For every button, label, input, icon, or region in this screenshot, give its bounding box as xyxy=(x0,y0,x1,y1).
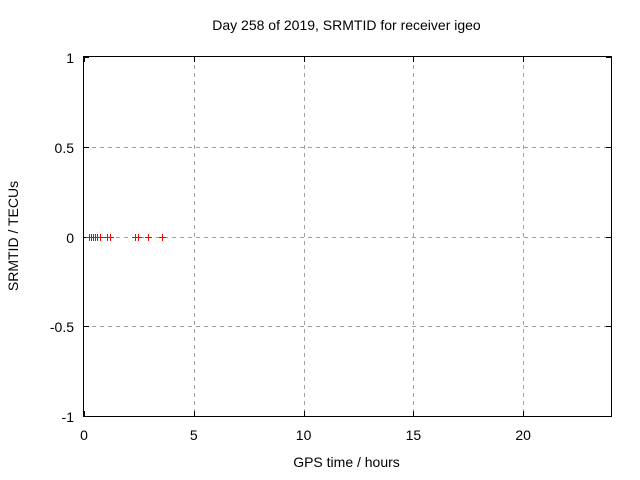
y-tick-mark-left xyxy=(84,326,89,328)
data-point-marker xyxy=(145,233,153,241)
y-tick-mark-right xyxy=(606,416,611,417)
x-axis-title: GPS time / hours xyxy=(293,454,400,470)
y-tick-mark-right xyxy=(606,146,611,148)
y-axis-title: SRMTID / TECUs xyxy=(2,57,24,415)
y-tick-mark-right xyxy=(606,236,611,238)
x-tick-mark-bottom xyxy=(413,411,415,416)
data-point-marker xyxy=(159,233,167,241)
plot-area: 0 5 10 15 20 1 0.5 0 -0.5 -1 xyxy=(50,50,612,443)
x-tick-mark-top xyxy=(413,57,415,62)
y-tick-mark-right xyxy=(606,326,611,328)
x-tick-mark-top xyxy=(193,57,195,62)
y-gridline xyxy=(84,326,611,328)
y-tick-mark-right xyxy=(606,57,611,58)
x-tick-mark-top xyxy=(84,57,85,62)
y-tick-label: -1 xyxy=(61,409,74,425)
y-tick-label: 0.5 xyxy=(54,139,74,156)
x-tick-label: 5 xyxy=(189,427,198,443)
x-tick-mark-bottom xyxy=(193,411,195,416)
y-axis-title-text: SRMTID / TECUs xyxy=(5,180,22,292)
chart-title: Day 258 of 2019, SRMTID for receiver ige… xyxy=(212,17,481,33)
x-tick-label: 15 xyxy=(405,427,422,443)
x-tick-label: 20 xyxy=(515,427,531,443)
x-tick-mark-bottom xyxy=(523,411,525,416)
data-point-marker xyxy=(107,233,115,241)
y-tick-mark-left xyxy=(84,146,89,148)
x-tick-mark-top xyxy=(303,57,305,62)
x-tick-label: 0 xyxy=(80,427,88,443)
y-tick-mark-left xyxy=(84,57,89,58)
y-tick-label: 1 xyxy=(66,50,74,66)
x-tick-mark-top xyxy=(523,57,525,62)
data-point-marker xyxy=(97,233,105,241)
y-gridline xyxy=(84,146,611,148)
x-tick-mark-bottom xyxy=(84,411,85,416)
y-tick-label: -0.5 xyxy=(49,319,74,336)
y-tick-label: 0 xyxy=(66,229,74,246)
data-point-marker xyxy=(134,233,142,241)
y-gridline xyxy=(84,236,611,238)
y-tick-mark-left xyxy=(84,416,89,417)
x-tick-label: 10 xyxy=(295,427,312,443)
x-tick-mark-bottom xyxy=(303,411,305,416)
